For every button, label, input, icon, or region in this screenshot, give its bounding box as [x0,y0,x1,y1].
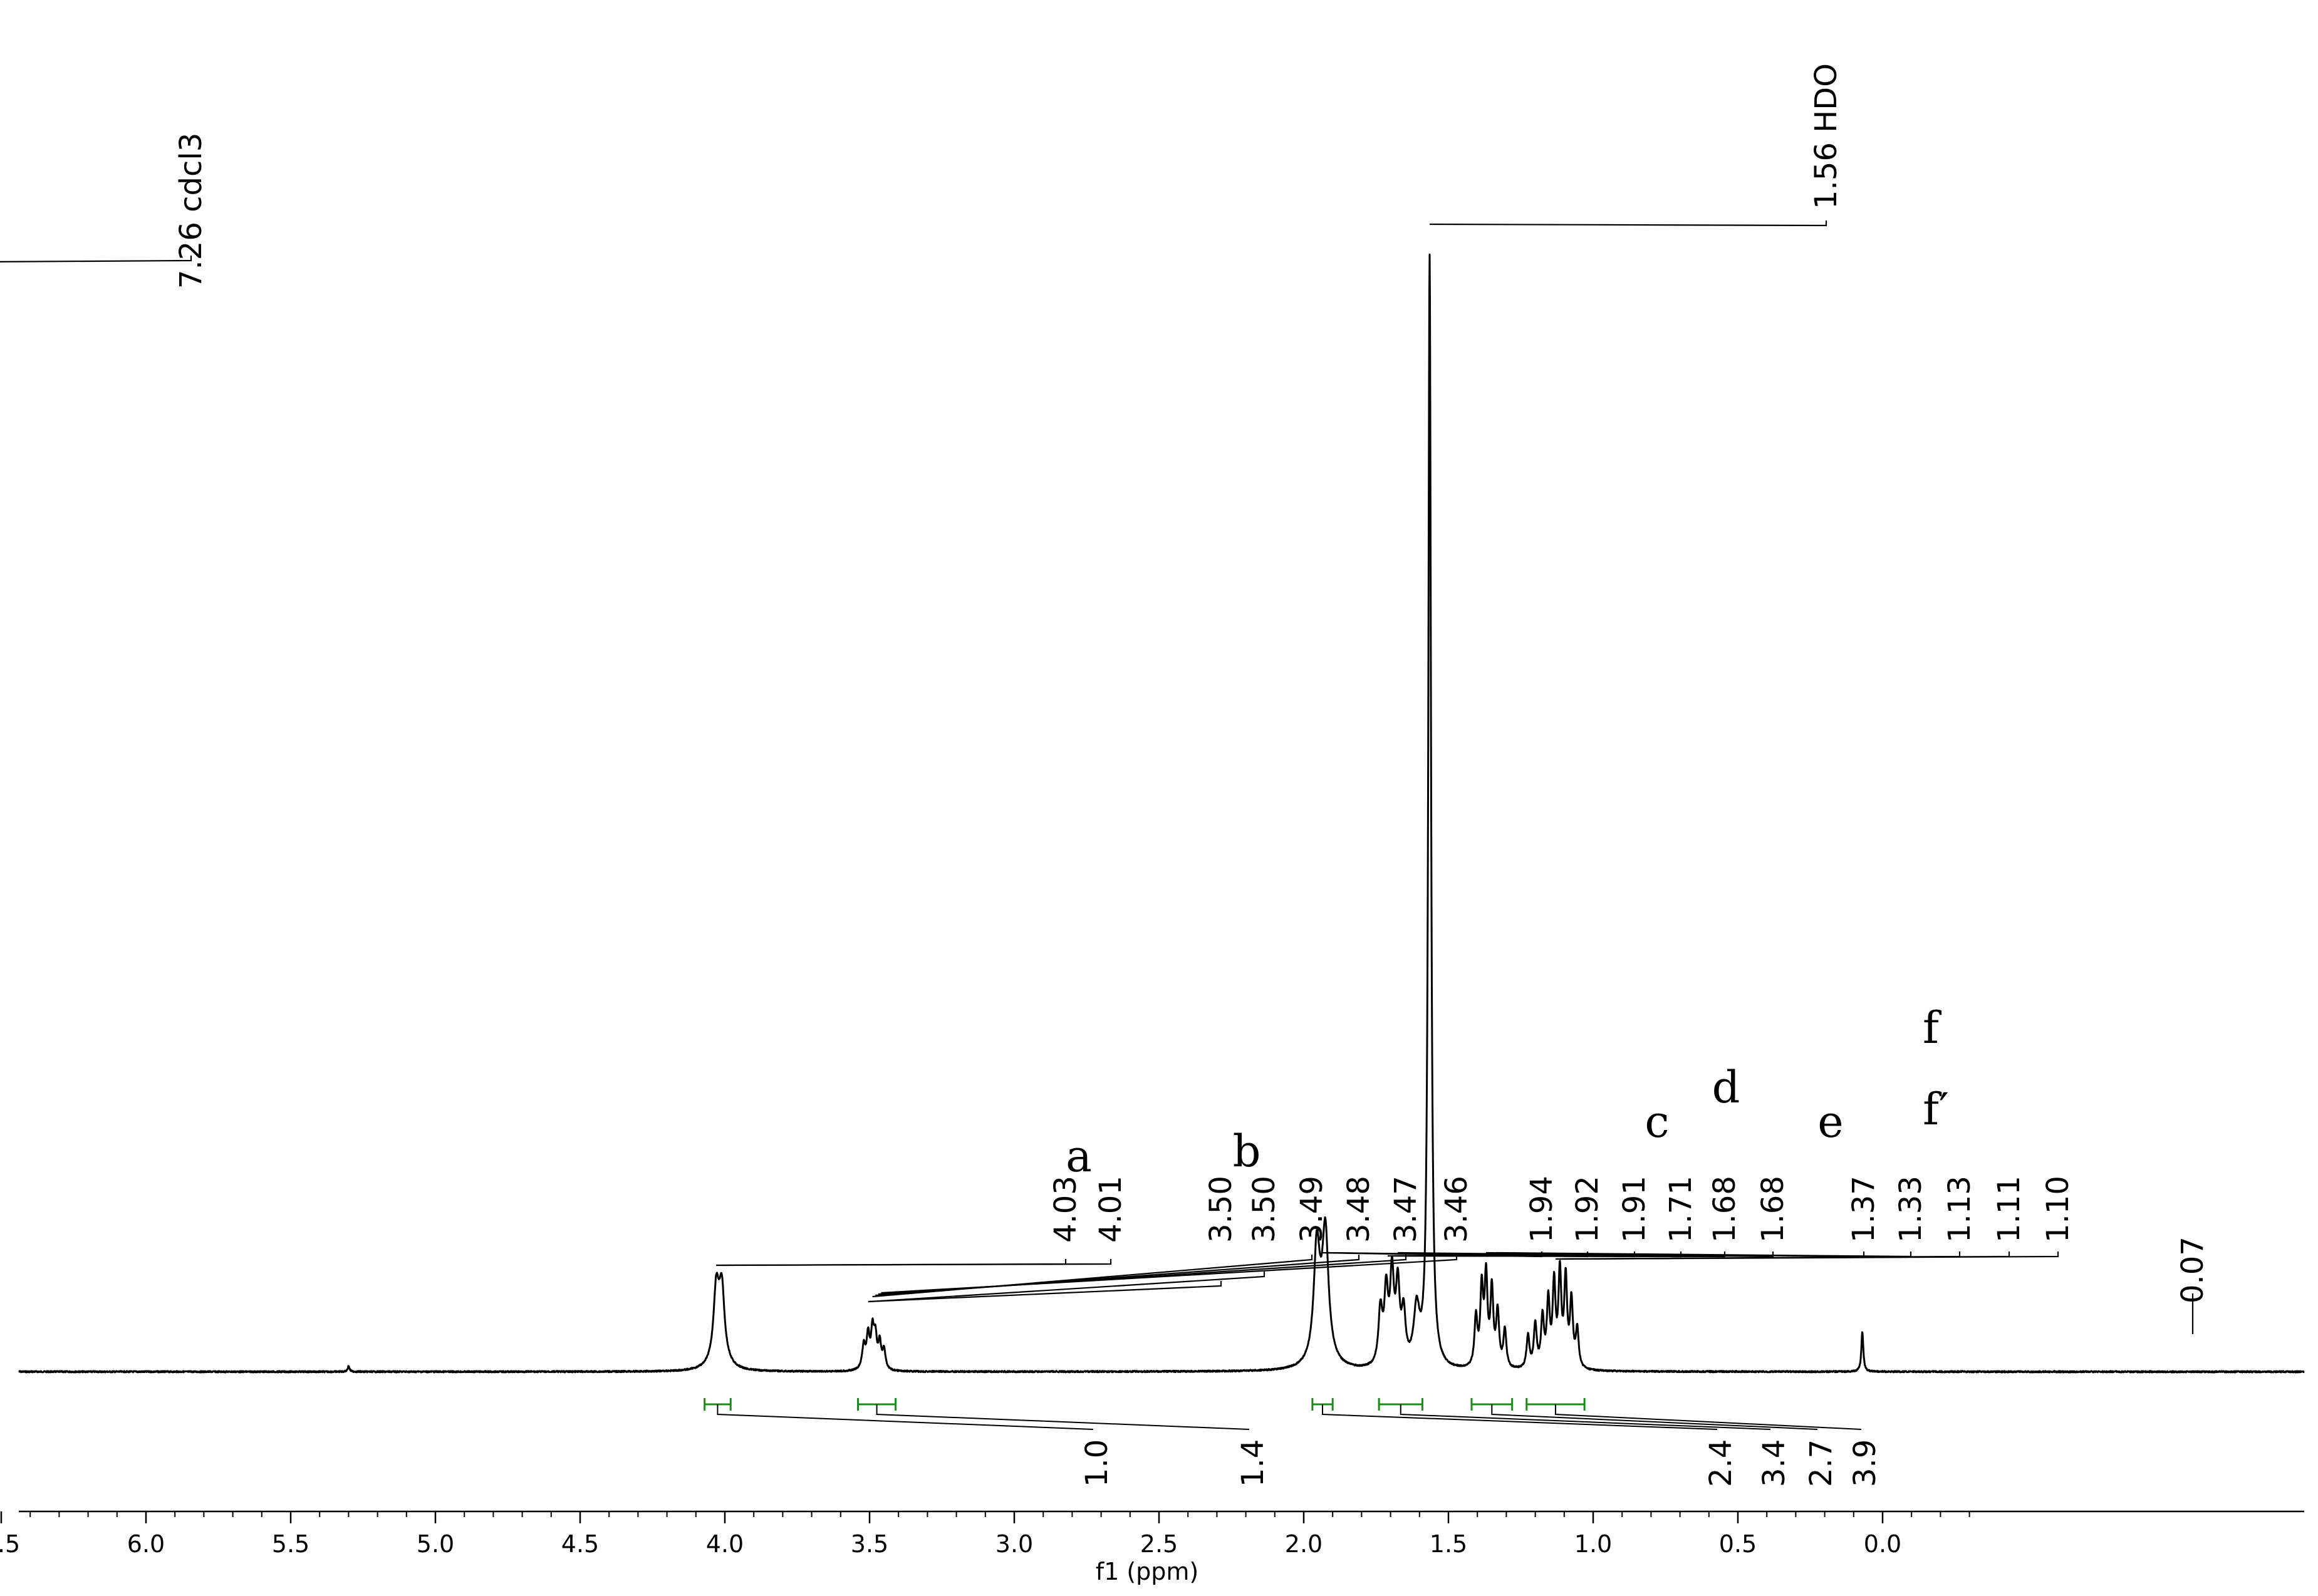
integral-value-label: 2.7 [1804,1439,1839,1487]
integral-value-labels: 1.0 1.4 2.4 3.4 2.7 3.9 [1079,1439,1883,1487]
integral-region-markers [704,1398,1862,1430]
peak-label: 1.68 [1707,1176,1742,1243]
peak-label: 1.11 [1992,1176,2027,1243]
peak-label: 1.10 [2040,1176,2076,1243]
peak-label: 1.13 [1942,1176,1977,1243]
x-tick-label: 1.5 [1430,1530,1467,1558]
integral-leader [1322,1404,1718,1430]
peak-label: 3.50 [1203,1176,1239,1243]
peak-label-leader [1398,1251,1774,1258]
peak-label-leader [869,1272,1266,1303]
x-tick-label: 3.5 [851,1530,888,1558]
x-axis-tick-labels: 7.57.06.56.05.55.04.54.03.53.02.52.01.51… [0,1530,1901,1558]
integral-value-label: 3.9 [1848,1439,1883,1487]
x-tick-label: 0.0 [1864,1530,1901,1558]
x-tick-label: 6.5 [0,1530,20,1558]
peak-group-annotation: d [1712,1062,1740,1113]
peak-label: 3.48 [1341,1176,1376,1243]
peak-label: 0.07 [2175,1236,2210,1303]
peak-label-leader [1429,220,1827,227]
peak-label: 3.50 [1247,1176,1282,1243]
peak-label-leader [868,1281,1222,1303]
x-tick-label: 3.0 [995,1530,1033,1558]
x-tick-label: 6.0 [127,1530,165,1558]
peak-label: 1.91 [1617,1176,1652,1243]
peak-label: 4.01 [1093,1176,1128,1243]
peak-label: 1.37 [1846,1176,1881,1243]
peak-label: 4.03 [1048,1176,1083,1243]
integral-leader [1554,1404,1862,1430]
peak-group-annotation: c [1645,1096,1669,1148]
peak-label: 1.92 [1570,1176,1605,1243]
peak-label: 7.26 cdcl3 [174,133,209,289]
peak-group-annotation: a [1066,1131,1092,1182]
peak-group-annotation: b [1233,1126,1261,1177]
integral-leader [1400,1404,1771,1430]
peak-group-annotation: f [1923,1002,1942,1054]
x-tick-label: 5.0 [417,1530,454,1558]
peak-group-annotation: f′ [1923,1084,1949,1135]
x-tick-label: 2.5 [1140,1530,1178,1558]
integral-value-label: 3.4 [1757,1439,1792,1487]
peak-label-leader [0,256,192,262]
x-tick-label: 4.0 [706,1530,744,1558]
peak-label: 3.49 [1294,1176,1329,1243]
integral-leader [717,1404,1094,1430]
peak-label-leader [1564,1251,2059,1260]
peak-label: 1.94 [1524,1176,1559,1243]
integral-leader [1491,1404,1818,1430]
peak-label-leader [722,1259,1112,1267]
x-axis-ticks [0,1511,1970,1523]
peak-label: 1.68 [1755,1176,1790,1243]
peak-label-leaders [0,220,2194,1334]
peak-group-annotation: e [1817,1096,1843,1148]
x-axis-title: f1 (ppm) [1096,1558,1199,1585]
x-tick-label: 2.0 [1285,1530,1323,1558]
x-tick-label: 4.5 [561,1530,599,1558]
peak-labels: 7.26 cdcl3 1.56 HDO 4.03 4.01 3.50 3.50 3.49 3.… [174,63,2210,1303]
peak-label: 1.71 [1663,1176,1698,1243]
integral-leader [876,1404,1250,1430]
peak-group-annotations: a b cd e f f′ [1066,1002,1949,1182]
peak-label: 3.46 [1439,1176,1474,1243]
x-tick-label: 0.5 [1719,1530,1757,1558]
peak-label: 1.33 [1893,1176,1928,1243]
peak-label: 3.47 [1388,1176,1423,1243]
integral-value-label: 2.4 [1703,1439,1738,1487]
integral-value-label: 1.4 [1235,1439,1271,1487]
x-tick-label: 1.0 [1574,1530,1612,1558]
spectrum-trace [18,253,2305,1374]
x-tick-label: 5.5 [272,1530,309,1558]
integral-value-label: 1.0 [1079,1439,1115,1487]
peak-label: 1.56 HDO [1809,63,1844,209]
